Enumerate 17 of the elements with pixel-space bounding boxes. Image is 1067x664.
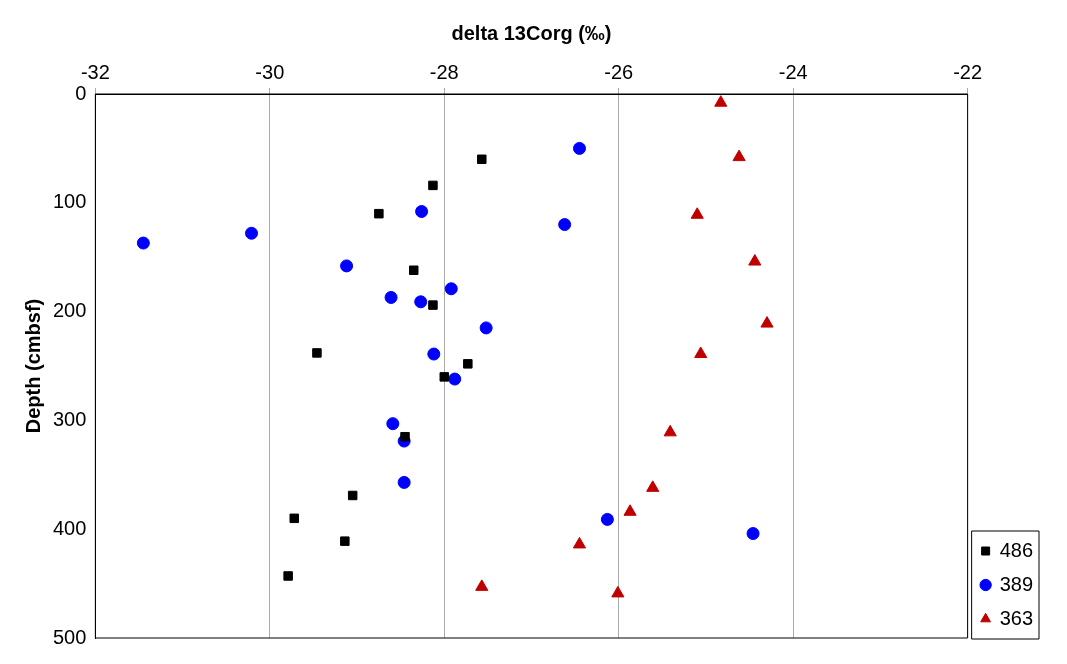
y-tick-label: 0 xyxy=(75,81,87,104)
y-tick-label: 100 xyxy=(52,190,87,213)
x-axis-title: delta 13Corg (‰) xyxy=(451,21,612,44)
legend-label: 389 xyxy=(999,572,1034,595)
x-tick-label: -26 xyxy=(604,60,634,83)
y-tick-label: 500 xyxy=(52,625,87,648)
y-tick-label: 400 xyxy=(52,516,87,539)
x-tick-label: -32 xyxy=(80,60,110,83)
x-tick-label: -22 xyxy=(953,60,983,83)
x-tick-label: -28 xyxy=(429,60,459,83)
x-tick-label: -24 xyxy=(778,60,808,83)
y-tick-label: 300 xyxy=(52,407,87,430)
legend-label: 486 xyxy=(999,538,1034,561)
x-tick-label: -30 xyxy=(255,60,285,83)
y-axis-title: Depth (cmbsf) xyxy=(21,298,44,434)
y-tick-label: 200 xyxy=(52,299,87,322)
legend-label: 363 xyxy=(999,606,1034,629)
